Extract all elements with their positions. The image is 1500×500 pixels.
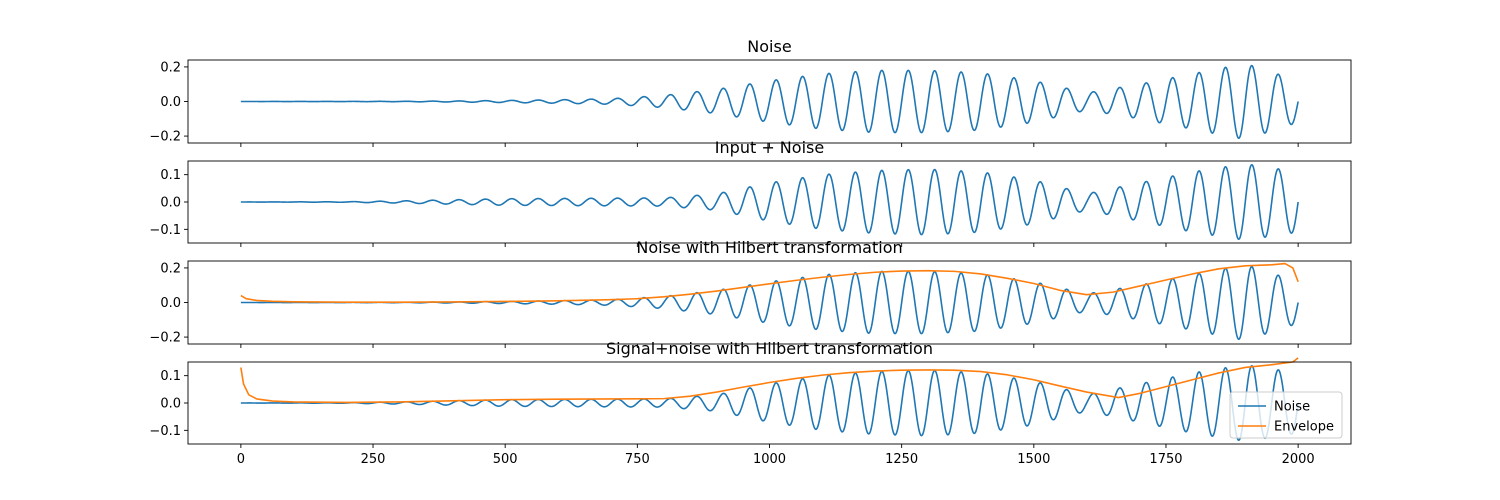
series-line-envelope — [240, 357, 1299, 404]
y-tick-label: 0.0 — [160, 196, 181, 211]
y-tick-label: −0.2 — [149, 331, 181, 346]
series-line-signal — [240, 64, 1299, 140]
x-tick-label: 1000 — [753, 452, 786, 467]
legend-label-noise: Noise — [1274, 400, 1310, 415]
series-line-signal — [240, 163, 1299, 241]
series-line-envelope — [240, 262, 1299, 303]
chart-title: Input + Noise — [715, 138, 824, 157]
y-tick-label: 0.0 — [160, 296, 181, 311]
y-tick-label: −0.1 — [149, 424, 181, 439]
legend-label-envelope: Envelope — [1274, 420, 1334, 435]
legend: Noise Envelope — [1229, 391, 1343, 439]
subplot-1: 0.2 0.0 −0.2 Noise — [149, 37, 1352, 147]
y-tick-label: −0.1 — [149, 223, 181, 238]
chart-title: Noise — [747, 37, 791, 56]
x-tick-label: 0 — [237, 452, 245, 467]
y-tick-label: 0.2 — [160, 60, 181, 75]
y-tick-label: 0.1 — [160, 168, 181, 183]
subplot-2: 0.1 0.0 −0.1 Input + Noise — [149, 138, 1352, 247]
y-tick-label: 0.0 — [160, 95, 181, 110]
x-tick-label: 1250 — [885, 452, 918, 467]
x-tick-label: 500 — [493, 452, 518, 467]
chart-title: Signal+noise with Hilbert transformation — [606, 339, 933, 358]
x-tick-label: 750 — [625, 452, 650, 467]
y-tick-label: 0.0 — [160, 397, 181, 412]
y-tick-label: 0.1 — [160, 369, 181, 384]
x-tick-label: 1750 — [1149, 452, 1182, 467]
y-tick-label: −0.2 — [149, 130, 181, 145]
subplot-3: 0.2 0.0 −0.2 Noise with Hilbert transformat… — [149, 238, 1352, 348]
subplot-4: 0.1 0.0 −0.1 0 250 500 750 1000 1250 1500 1750 2000… — [149, 339, 1352, 467]
x-tick-label: 2000 — [1282, 452, 1315, 467]
series-line-noise — [240, 364, 1299, 442]
x-tick-label: 250 — [361, 452, 386, 467]
chart-title: Noise with Hilbert transformation — [636, 238, 902, 257]
y-tick-label: 0.2 — [160, 261, 181, 276]
x-tick-label: 1500 — [1017, 452, 1050, 467]
